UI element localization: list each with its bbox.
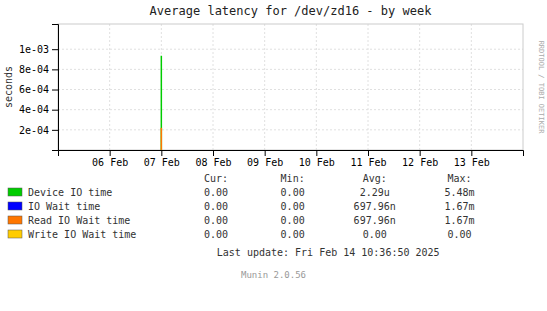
legend-stat: 697.96n	[354, 215, 396, 226]
legend-header: Avg:	[363, 173, 387, 184]
y-tick-mark	[52, 90, 58, 91]
x-tick-mark	[316, 150, 317, 156]
annotation: RRDTOOL / TOBI OETIKER	[537, 41, 545, 135]
legend-header: Cur:	[204, 173, 228, 184]
grid-line	[58, 89, 523, 90]
title: Average latency for /dev/zd16 - by week	[150, 4, 433, 18]
x-tick-label: 13 Feb	[454, 157, 490, 168]
y-tick-mark	[52, 130, 58, 131]
annotation: Last update: Fri Feb 14 10:36:50 2025	[217, 247, 440, 258]
legend-stat: 0.00	[281, 229, 305, 240]
legend-stat: 0.00	[204, 187, 228, 198]
legend-swatch	[8, 202, 22, 210]
legend-stat: 0.00	[363, 229, 387, 240]
legend-stat: 0.00	[204, 201, 228, 212]
legend-stat: 0.00	[281, 187, 305, 198]
chart: Average latency for /dev/zd16 - by week 0…	[0, 0, 547, 311]
legend-header: Min:	[281, 173, 305, 184]
grid	[58, 24, 523, 150]
x-axis-line	[59, 151, 524, 157]
legend-stat: 0.00	[447, 229, 471, 240]
plot-frame	[58, 24, 523, 150]
y-axis-line	[52, 25, 59, 151]
legend-label: Device IO time	[28, 187, 112, 198]
stem	[161, 56, 163, 150]
x-tick-label: 09 Feb	[247, 157, 283, 168]
legend-stat: 0.00	[281, 215, 305, 226]
annotation: Munin 2.0.56	[241, 270, 306, 280]
x-axis: 06 Feb 07 Feb 08 Feb 09 Feb 10 Feb 11 Feb 12 F…	[59, 150, 524, 168]
x-tick: 12 Feb	[402, 150, 438, 168]
y-tick-label: 8e-04	[19, 64, 49, 75]
y-tick: 1e-03	[19, 44, 58, 55]
legend-header: Max:	[447, 173, 471, 184]
x-tick-label: 10 Feb	[299, 157, 335, 168]
legend-stat: 2.29u	[360, 187, 390, 198]
grid-line	[213, 24, 214, 150]
series	[161, 128, 162, 150]
grid-line	[58, 109, 523, 110]
legend-stat: 1.67m	[444, 201, 474, 212]
grid-line	[316, 24, 317, 150]
x-tick-label: 07 Feb	[144, 157, 180, 168]
legend: Cur: Min: Avg: Max: Device IO time 0.00 0.00 2.…	[8, 173, 475, 240]
legend-stat: 1.67m	[444, 215, 474, 226]
y-tick: 6e-04	[19, 84, 58, 95]
grid-line	[58, 129, 523, 130]
y-tick-mark	[52, 69, 58, 70]
legend-stat: 697.96n	[354, 201, 396, 212]
x-tick-label: 11 Feb	[350, 157, 386, 168]
x-tick-label: 08 Feb	[195, 157, 231, 168]
stem	[161, 128, 163, 150]
y-tick-label: 6e-04	[19, 84, 49, 95]
x-tick: 11 Feb	[350, 150, 386, 168]
legend-swatch	[8, 216, 22, 224]
legend-label: IO Wait time	[28, 201, 100, 212]
x-tick-mark	[471, 150, 472, 156]
legend-stat: 5.48m	[444, 187, 474, 198]
x-tick-mark	[161, 150, 162, 156]
x-tick-mark	[110, 150, 111, 156]
x-tick-label: 06 Feb	[92, 157, 128, 168]
y-tick-label: 1e-03	[19, 44, 49, 55]
legend-stat: 0.00	[204, 229, 228, 240]
x-tick: 09 Feb	[247, 150, 283, 168]
grid-line	[368, 24, 369, 150]
y-tick-label: 4e-04	[19, 104, 49, 115]
grid-line	[264, 24, 265, 150]
x-tick-mark	[213, 150, 214, 156]
legend-swatch	[8, 230, 22, 238]
x-tick: 08 Feb	[195, 150, 231, 168]
series	[161, 56, 162, 150]
y-axis-title: seconds	[3, 66, 14, 108]
y-axis: 2e-04 4e-04 6e-04 8e-04 1e-03	[19, 25, 59, 151]
x-tick: 07 Feb	[144, 150, 180, 168]
x-tick-mark	[420, 150, 421, 156]
legend-stat: 0.00	[204, 215, 228, 226]
legend-swatch	[8, 188, 22, 196]
grid-line	[419, 24, 420, 150]
x-tick-mark	[265, 150, 266, 156]
y-tick-mark	[52, 49, 58, 50]
x-tick-label: 12 Feb	[402, 157, 438, 168]
y-tick: 8e-04	[19, 64, 58, 75]
x-tick: 06 Feb	[92, 150, 128, 168]
y-tick: 2e-04	[19, 125, 58, 136]
grid-line	[471, 24, 472, 150]
marks	[161, 56, 162, 150]
grid-line	[161, 24, 162, 150]
y-tick: 4e-04	[19, 104, 58, 115]
plot: 06 Feb 07 Feb 08 Feb 09 Feb 10 Feb 11 Feb 12 F…	[19, 24, 524, 168]
x-tick: 13 Feb	[454, 150, 490, 168]
grid-line	[58, 69, 523, 70]
x-tick: 10 Feb	[299, 150, 335, 168]
grid-line	[58, 49, 523, 50]
y-tick-label: 2e-04	[19, 125, 49, 136]
legend-stat: 0.00	[281, 201, 305, 212]
y-tick-mark	[52, 110, 58, 111]
grid-line	[109, 24, 110, 150]
x-tick-mark	[368, 150, 369, 156]
legend-label: Write IO Wait time	[28, 229, 136, 240]
legend-label: Read IO Wait time	[28, 215, 130, 226]
